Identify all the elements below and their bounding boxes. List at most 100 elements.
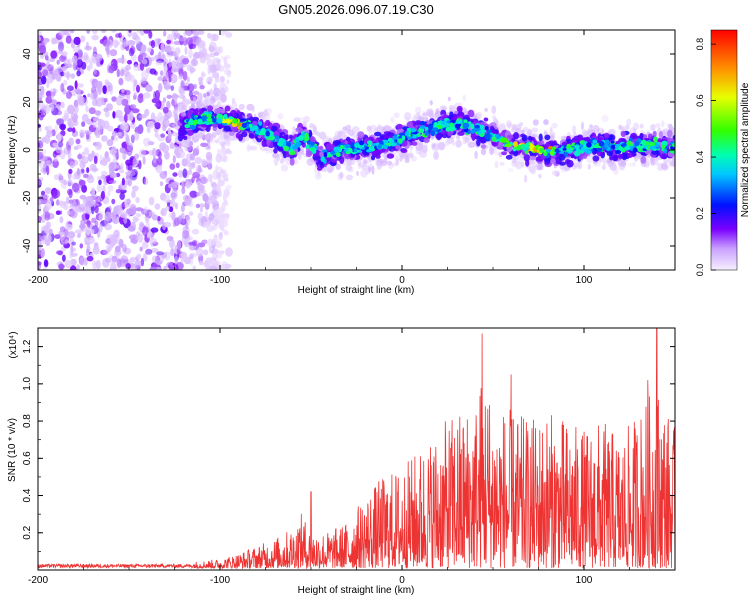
heatmap-cell [206, 59, 215, 67]
heatmap-cell [85, 105, 89, 113]
heatmap-cell [293, 117, 301, 122]
heatmap-cell [95, 259, 101, 270]
heatmap-cell [189, 118, 194, 125]
heatmap-cell [445, 138, 453, 144]
heatmap-cell [339, 171, 344, 179]
heatmap-cell [134, 260, 142, 269]
heatmap-cell [217, 78, 223, 84]
heatmap-cell [650, 124, 656, 131]
heatmap-cell [383, 155, 388, 164]
heatmap-cell [118, 93, 126, 99]
heatmap-cell [197, 242, 206, 248]
heatmap-cell [181, 104, 187, 111]
heatmap-cell [225, 184, 232, 190]
heatmap-cell [418, 116, 425, 121]
heatmap-cell [195, 247, 204, 257]
heatmap-cell [72, 120, 79, 127]
heatmap-cell [407, 121, 414, 128]
heatmap-cell [506, 122, 513, 129]
heatmap-cell [95, 126, 103, 136]
heatmap-cell [49, 67, 54, 75]
heatmap-cell [225, 118, 231, 124]
heatmap-cell [72, 205, 81, 213]
heatmap-cell [111, 211, 116, 220]
heatmap-cell [168, 212, 173, 218]
heatmap-cell [127, 114, 134, 121]
heatmap-cell [164, 151, 170, 160]
heatmap-cell [38, 41, 46, 50]
heatmap-cell [176, 62, 184, 70]
heatmap-cell [639, 123, 644, 129]
heatmap-cell [79, 256, 86, 266]
heatmap-cell [367, 159, 373, 167]
heatmap-cell [597, 127, 604, 134]
heatmap-cell [367, 140, 373, 146]
heatmap-cell [57, 133, 62, 144]
heatmap-cell [178, 36, 186, 42]
heatmap-cell [38, 110, 44, 121]
heatmap-cell [164, 206, 170, 211]
heatmap-cell [87, 93, 91, 98]
heatmap-cell [337, 172, 343, 181]
heatmap-cell [382, 144, 388, 149]
heatmap-cell [370, 155, 376, 161]
heatmap-cell [58, 263, 65, 270]
heatmap-cell [183, 142, 190, 147]
heatmap-cell [104, 223, 112, 231]
heatmap-cell [101, 30, 107, 34]
heatmap-cell [88, 107, 96, 115]
heatmap-cell [345, 174, 354, 181]
heatmap-cell [178, 94, 186, 99]
heatmap-cell [112, 149, 119, 158]
heatmap-cell [186, 129, 194, 136]
heatmap-cell [71, 199, 79, 207]
heatmap-cell [69, 30, 75, 34]
heatmap-cell [663, 159, 670, 164]
heatmap-cell [44, 126, 49, 131]
heatmap-cell [471, 130, 475, 134]
heatmap-cell [81, 213, 90, 221]
heatmap-cell [251, 106, 255, 113]
heatmap-cell [120, 262, 126, 267]
heatmap-cell [127, 178, 132, 187]
heatmap-cell [480, 144, 487, 149]
heatmap-cell [216, 100, 222, 109]
heatmap-cell [538, 173, 542, 179]
heatmap-cell [186, 37, 194, 46]
heatmap-cell [209, 136, 215, 144]
heatmap-cell [54, 110, 63, 116]
heatmap-cell [231, 97, 236, 104]
heatmap-cell [55, 210, 61, 215]
heatmap-cell [92, 119, 98, 128]
heatmap-cell [435, 108, 440, 115]
heatmap-cell [226, 79, 230, 85]
heatmap-cell [52, 189, 61, 199]
heatmap-cell [390, 116, 395, 123]
heatmap-cell [563, 136, 568, 141]
heatmap-cell [221, 173, 228, 180]
heatmap-cell [136, 231, 141, 238]
heatmap-cell [203, 93, 207, 98]
heatmap-cell [47, 64, 54, 72]
heatmap-cell [134, 132, 140, 141]
heatmap-cell [311, 149, 317, 154]
heatmap-cell [140, 257, 145, 267]
heatmap-cell [74, 106, 79, 114]
heatmap-cell [182, 168, 188, 178]
heatmap-cell [92, 260, 97, 270]
heatmap-cell [126, 198, 131, 205]
heatmap-cell [212, 225, 218, 231]
heatmap-cell [424, 130, 429, 137]
heatmap-cell [188, 211, 194, 217]
heatmap-cell [431, 143, 437, 148]
heatmap-cell [151, 255, 158, 263]
heatmap-cell [175, 162, 180, 169]
heatmap-cell [221, 55, 225, 60]
heatmap-cell [598, 140, 605, 147]
heatmap-cell [289, 134, 294, 140]
heatmap-cell [220, 264, 226, 270]
heatmap-cell [258, 112, 262, 118]
heatmap-cell [186, 64, 192, 71]
heatmap-cell [141, 70, 149, 81]
heatmap-cell [406, 127, 412, 132]
